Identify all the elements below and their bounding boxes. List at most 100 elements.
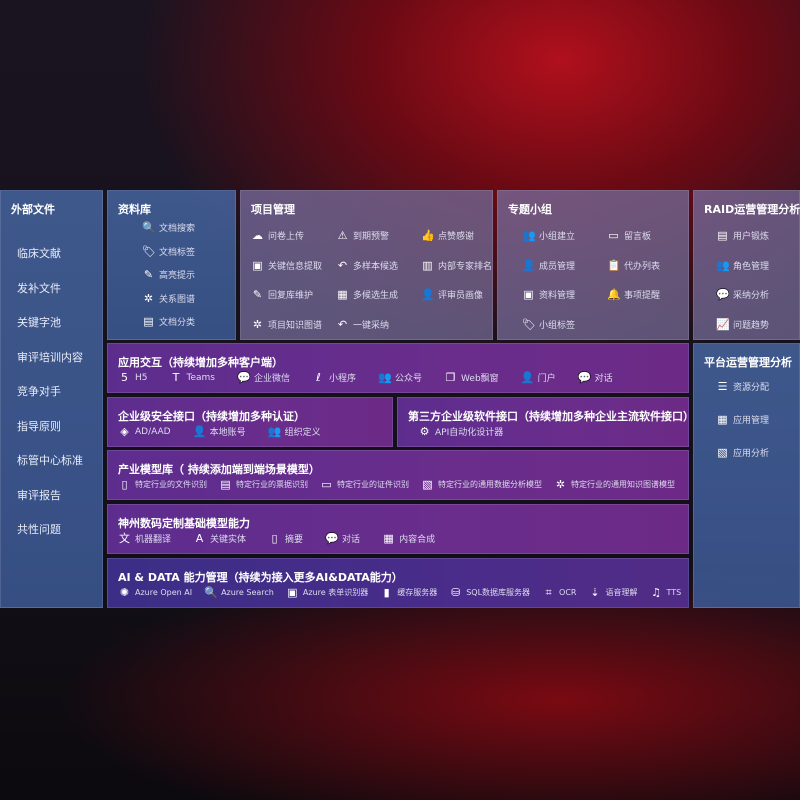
- library-title: 资料库: [118, 203, 151, 216]
- item-graph-4[interactable]: ✲ 特定行业的通用知识图谱模型: [554, 478, 675, 491]
- item-chat-7[interactable]: 💬 对话: [578, 371, 613, 384]
- item-chat-3[interactable]: 💬 对话: [325, 532, 360, 545]
- item-puzzle-7[interactable]: ▦ 多候选生成: [336, 288, 398, 301]
- external-item[interactable]: 发补文件: [17, 281, 61, 295]
- item-miniprogram-3[interactable]: ℓ 小程序: [312, 371, 356, 384]
- item-edit-6[interactable]: ✎ 回复库维护: [251, 288, 313, 301]
- item-list-0[interactable]: ☰ 资源分配: [716, 380, 769, 393]
- raid-title: RAID运营管理分析: [704, 203, 800, 216]
- item-cache-3[interactable]: ▮ 缓存服务器: [380, 586, 438, 599]
- item-label: 文档标签: [159, 247, 196, 258]
- item-receipt-1[interactable]: ▤ 特定行业的票据识别: [219, 478, 308, 491]
- item-cloud-upload-0[interactable]: ☁ 问卷上传: [251, 229, 304, 242]
- item-users-4[interactable]: 👥 公众号: [378, 371, 422, 384]
- item-user-8[interactable]: 👤 评审员画像: [421, 288, 483, 301]
- item-summary-2[interactable]: ▯ 摘要: [268, 532, 304, 545]
- item-teams-1[interactable]: T Teams: [170, 371, 215, 384]
- item-form-2[interactable]: ▣ Azure 表单识别器: [286, 586, 368, 599]
- item-tag-1[interactable]: 🏷 文档标签: [142, 245, 195, 258]
- data-chart-icon: ▧: [422, 478, 433, 491]
- item-label: 小组标签: [539, 320, 576, 331]
- item-ranking-5[interactable]: ▥ 内部专家排名: [421, 259, 492, 272]
- item-openai-0[interactable]: ✺ Azure Open AI: [118, 586, 192, 599]
- item-qa-2[interactable]: 💬 采纳分析: [716, 288, 769, 301]
- thumbs-up-icon: 👍: [421, 229, 435, 242]
- item-doc-category-4[interactable]: ▤ 文档分类: [142, 315, 195, 328]
- external-item[interactable]: 审评培训内容: [17, 350, 83, 364]
- app-panel: 应用交互（持续增加多种客户端） 5 H5 T Teams 💬 企业微信 ℓ 小程序 👥 公众号 ❐ We…: [107, 343, 689, 393]
- item-alarm-1[interactable]: ⚠ 到期预警: [336, 229, 389, 242]
- item-clipboard-3[interactable]: 📋 代办列表: [607, 259, 660, 272]
- item-thumbs-up-2[interactable]: 👍 点赞感谢: [421, 229, 474, 242]
- item-trend-3[interactable]: 📈 问题趋势: [716, 318, 769, 331]
- item-window-3[interactable]: ▣ 关键信息提取: [251, 259, 322, 272]
- group-title: 专题小组: [508, 203, 552, 216]
- item-label: 用户锻炼: [733, 232, 770, 242]
- item-id-card-2[interactable]: ▭ 特定行业的证件识别: [320, 478, 409, 491]
- item-users-1[interactable]: 👥 角色管理: [716, 259, 769, 272]
- item-users-0[interactable]: 👥 小组建立: [522, 229, 575, 242]
- window-icon: ❐: [445, 371, 456, 384]
- item-label: 资源分配: [733, 383, 770, 393]
- item-folder-4[interactable]: ▣ 资料管理: [522, 288, 575, 301]
- item-label: API自动化设计器: [435, 428, 504, 438]
- ad-icon: ◈: [120, 425, 129, 438]
- item-label: 资料管理: [539, 291, 576, 301]
- item-label: 应用分析: [733, 449, 770, 459]
- external-item[interactable]: 标管中心标准: [17, 454, 83, 467]
- item-puzzle-4[interactable]: ▦ 内容合成: [382, 532, 435, 545]
- ocr-icon: ⌗: [545, 586, 552, 599]
- item-apps-1[interactable]: ▦ 应用管理: [716, 413, 769, 426]
- item-label: 问题趋势: [733, 320, 770, 331]
- raid-panel: RAID运营管理分析 ▤ 用户锻炼 👥 角色管理 💬 采纳分析 📈 问题趋势: [693, 190, 800, 340]
- item-database-4[interactable]: ⛁ SQL数据库服务器: [449, 586, 530, 599]
- item-label: 内容合成: [399, 535, 436, 545]
- item-reply-10[interactable]: ↶ 一键采纳: [336, 318, 389, 331]
- summary-icon: ▯: [271, 532, 278, 545]
- item-translate-0[interactable]: 文机器翻译: [118, 532, 171, 545]
- item-tag-6[interactable]: 🏷 小组标签: [522, 318, 575, 331]
- item-html5-0[interactable]: 5 H5: [118, 371, 148, 384]
- item-ocr-5[interactable]: ⌗ OCR: [542, 586, 576, 599]
- item-data-chart-3[interactable]: ▧ 特定行业的通用数据分析模型: [421, 478, 542, 491]
- item-bbs-1[interactable]: ▭ 留言板: [607, 229, 651, 242]
- id-card-icon: ▭: [321, 478, 332, 491]
- external-item[interactable]: 竞争对手: [17, 385, 61, 398]
- item-user-add-2[interactable]: 👤 成员管理: [522, 259, 575, 272]
- database-icon: ⛁: [451, 586, 461, 599]
- item-label: 应用管理: [733, 416, 770, 426]
- external-item[interactable]: 关键字池: [17, 316, 61, 329]
- item-doc-search-0[interactable]: 🔍 文档搜索: [142, 221, 195, 234]
- list-icon: ☰: [717, 380, 728, 393]
- item-speech-6[interactable]: ⇣ 语音理解: [589, 586, 637, 599]
- bell-icon: 🔔: [607, 288, 621, 301]
- item-graph-9[interactable]: ✲ 项目知识图谱: [251, 318, 322, 331]
- external-item[interactable]: 临床文献: [17, 247, 61, 260]
- item-label: 多候选生成: [353, 291, 399, 301]
- chat-icon: 💬: [325, 532, 339, 545]
- item-portal-6[interactable]: 👤 门户: [521, 371, 556, 384]
- item-reply-4[interactable]: ↶ 多样本候选: [336, 259, 398, 272]
- item-tts-7[interactable]: ♫ TTS: [650, 586, 681, 599]
- external-item[interactable]: 审评报告: [17, 488, 61, 502]
- graph-icon: ✲: [555, 478, 566, 491]
- item-window-5[interactable]: ❐ Web飘窗: [444, 371, 499, 384]
- item-file-0[interactable]: ▯ 特定行业的文件识别: [118, 478, 207, 491]
- item-api-gear-0[interactable]: ⚙ API自动化设计器: [418, 425, 504, 438]
- item-account-1[interactable]: 👤 本地账号: [193, 425, 246, 438]
- external-item[interactable]: 共性问题: [17, 523, 61, 536]
- item-bell-5[interactable]: 🔔 事项提醒: [607, 288, 660, 301]
- item-org-2[interactable]: 👥 组织定义: [268, 425, 321, 438]
- external-item[interactable]: 指导原则: [17, 419, 61, 433]
- item-search-doc-1[interactable]: 🔍 Azure Search: [204, 586, 274, 599]
- item-id-card-0[interactable]: ▤ 用户锻炼: [716, 229, 769, 242]
- item-pen-2[interactable]: ✎ 高亮提示: [142, 268, 195, 281]
- org-icon: 👥: [267, 425, 282, 438]
- item-chart-2[interactable]: ▧ 应用分析: [716, 446, 769, 459]
- platform-title: 平台运营管理分析: [704, 356, 792, 369]
- item-label: 文档搜索: [159, 224, 196, 234]
- item-wecom-2[interactable]: 💬 企业微信: [237, 371, 290, 384]
- item-entity-1[interactable]: A 关键实体: [193, 532, 246, 545]
- item-graph-3[interactable]: ✲ 关系图谱: [142, 292, 195, 305]
- item-ad-0[interactable]: ◈ AD/AAD: [118, 425, 170, 438]
